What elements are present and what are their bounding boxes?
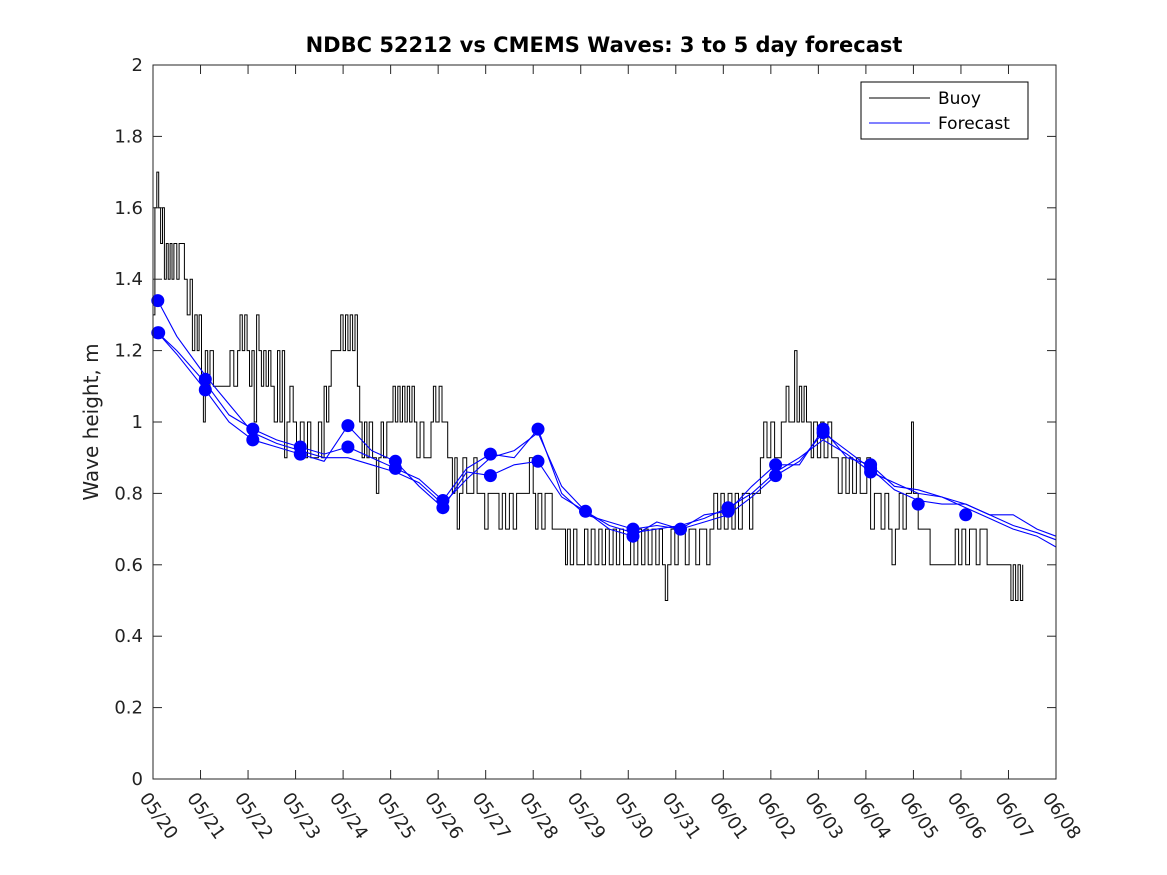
forecast-marker xyxy=(626,529,640,543)
forecast-marker xyxy=(388,461,402,475)
y-tick-label: 1 xyxy=(132,412,143,433)
y-tick-label: 0.2 xyxy=(114,698,143,719)
forecast-marker xyxy=(483,469,497,483)
forecast-marker xyxy=(864,465,878,479)
forecast-marker xyxy=(531,454,545,468)
y-tick-label: 0.8 xyxy=(114,483,143,504)
y-tick-label: 1.6 xyxy=(114,198,143,219)
y-tick-label: 1.8 xyxy=(114,126,143,147)
forecast-marker xyxy=(293,447,307,461)
legend-box xyxy=(860,81,1029,140)
y-tick-label: 2 xyxy=(132,55,143,76)
forecast-marker xyxy=(959,508,973,522)
y-axis-label: Wave height, m xyxy=(79,343,103,500)
forecast-marker xyxy=(152,326,166,340)
y-tick-label: 0 xyxy=(132,769,143,790)
forecast-marker xyxy=(198,372,212,386)
forecast-marker xyxy=(483,447,497,461)
series-layer xyxy=(153,171,1057,601)
chart-title: NDBC 52212 vs CMEMS Waves: 3 to 5 day fo… xyxy=(306,33,903,57)
series-line-0 xyxy=(153,171,1024,601)
forecast-marker xyxy=(769,458,783,472)
forecast-marker xyxy=(769,469,783,483)
forecast-marker xyxy=(531,422,545,436)
forecast-marker xyxy=(436,501,450,515)
y-tick-label: 1.4 xyxy=(114,269,143,290)
forecast-marker xyxy=(341,440,355,454)
series-line-1 xyxy=(157,300,1057,548)
legend-label-buoy: Buoy xyxy=(938,89,981,109)
y-tick-label: 0.6 xyxy=(114,555,143,576)
y-tick-label: 0.4 xyxy=(114,626,143,647)
forecast-marker xyxy=(246,422,260,436)
legend-label-forecast: Forecast xyxy=(938,114,1010,134)
series-line-3 xyxy=(157,332,1057,537)
y-tick-label: 1.2 xyxy=(114,341,143,362)
forecast-marker xyxy=(579,504,592,518)
forecast-marker xyxy=(911,497,925,511)
series-line-2 xyxy=(157,332,1057,541)
forecast-marker xyxy=(151,294,165,308)
forecast-marker xyxy=(246,433,260,447)
legend: Buoy Forecast xyxy=(860,81,1029,140)
marker-layer xyxy=(151,294,973,543)
forecast-marker xyxy=(721,504,735,518)
forecast-marker xyxy=(674,522,687,536)
forecast-marker xyxy=(341,419,355,433)
forecast-marker xyxy=(198,383,212,397)
forecast-marker xyxy=(816,426,830,440)
